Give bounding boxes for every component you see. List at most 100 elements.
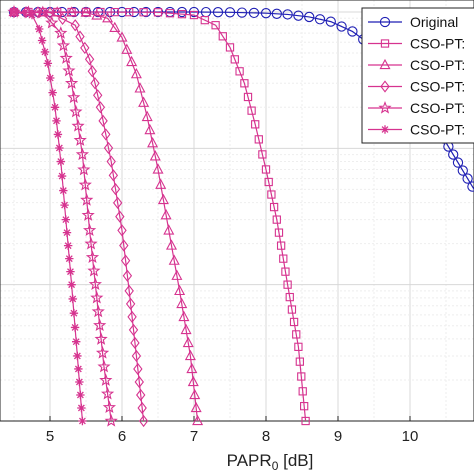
data-point — [9, 7, 19, 17]
data-point — [80, 193, 94, 206]
data-point — [57, 171, 67, 181]
series-triangle — [8, 5, 204, 426]
data-point — [56, 38, 71, 52]
data-point — [279, 254, 288, 263]
data-point — [184, 349, 196, 361]
data-point — [295, 357, 304, 366]
data-point — [230, 55, 239, 64]
data-point — [240, 79, 249, 88]
data-point — [54, 26, 68, 39]
data-point — [178, 310, 190, 322]
data-point — [281, 267, 290, 276]
data-point — [72, 337, 81, 346]
data-point — [52, 116, 61, 126]
data-point — [182, 336, 194, 348]
data-point — [243, 92, 253, 102]
series-line — [14, 11, 307, 422]
data-point — [261, 165, 271, 174]
data-point — [300, 402, 309, 411]
data-point — [448, 149, 459, 160]
data-point — [90, 290, 104, 304]
data-point — [163, 224, 175, 235]
data-point — [260, 8, 272, 19]
series-group — [7, 5, 474, 428]
data-point — [97, 359, 111, 373]
x-tick-label: 10 — [402, 428, 419, 445]
legend-label: CSO-PT: — [410, 57, 465, 73]
data-point — [200, 15, 209, 25]
data-point — [126, 55, 138, 67]
data-point — [48, 88, 57, 97]
data-point — [53, 130, 63, 139]
data-point — [168, 254, 180, 265]
x-tick-label: 9 — [334, 428, 342, 445]
data-point — [153, 8, 163, 17]
data-point — [189, 10, 199, 20]
x-tick-label: 8 — [262, 428, 270, 445]
data-point — [93, 89, 103, 102]
data-point — [138, 414, 149, 428]
data-point — [165, 239, 178, 250]
data-point — [101, 128, 111, 141]
data-point — [56, 157, 65, 166]
data-point — [109, 21, 121, 33]
data-point — [102, 400, 117, 414]
data-point — [119, 239, 129, 252]
data-point — [380, 39, 390, 48]
legend-label: CSO-PT: — [410, 36, 465, 52]
data-point — [258, 150, 267, 159]
data-point — [40, 47, 50, 57]
data-point — [76, 390, 85, 400]
data-point — [62, 63, 76, 77]
data-point — [73, 133, 87, 146]
data-point — [452, 157, 464, 168]
data-point — [75, 147, 90, 161]
data-point — [180, 323, 192, 335]
data-point — [131, 349, 142, 363]
data-point — [66, 6, 78, 17]
data-point — [236, 7, 248, 18]
data-point — [269, 202, 279, 212]
data-point — [128, 323, 139, 337]
data-point — [457, 165, 468, 176]
data-point — [292, 330, 301, 339]
data-point — [283, 280, 292, 289]
data-point — [60, 200, 69, 210]
data-point — [133, 362, 143, 376]
data-point — [287, 305, 297, 314]
data-point — [120, 254, 131, 267]
data-point — [75, 30, 85, 43]
data-point — [117, 224, 127, 237]
data-point — [272, 215, 281, 224]
data-point — [462, 173, 473, 184]
data-point — [282, 9, 293, 20]
data-point — [37, 36, 47, 45]
data-point — [75, 377, 84, 387]
data-point — [36, 5, 50, 19]
data-point — [137, 401, 147, 415]
data-point — [139, 8, 148, 17]
data-point — [171, 269, 183, 280]
legend-item: Original — [368, 14, 458, 30]
data-point — [218, 32, 227, 41]
data-point — [43, 59, 53, 68]
data-point — [68, 294, 77, 304]
data-point — [91, 304, 105, 318]
data-point — [102, 12, 114, 23]
data-point — [271, 8, 282, 19]
data-point — [276, 241, 286, 250]
data-point — [61, 215, 71, 224]
data-point — [116, 31, 128, 42]
data-point — [37, 6, 49, 17]
data-point — [95, 346, 110, 359]
data-point — [186, 362, 198, 374]
legend-label: CSO-PT: — [410, 79, 465, 95]
legend-label: CSO-PT: — [410, 122, 465, 138]
data-point — [336, 21, 347, 32]
data-point — [141, 110, 153, 122]
data-point — [77, 403, 86, 413]
data-point — [67, 280, 76, 289]
data-point — [94, 332, 108, 345]
data-point — [149, 150, 161, 161]
data-point — [125, 8, 134, 17]
